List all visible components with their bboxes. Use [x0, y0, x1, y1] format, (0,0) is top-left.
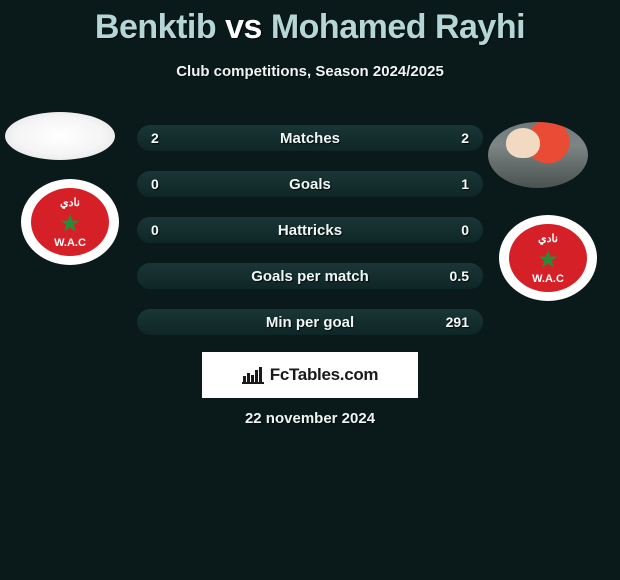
player2-club-badge: نادي W.A.C — [498, 214, 598, 302]
svg-text:W.A.C: W.A.C — [532, 273, 564, 285]
comparison-title: Benktib vs Mohamed Rayhi — [0, 0, 620, 47]
subtitle: Club competitions, Season 2024/2025 — [0, 63, 620, 80]
table-row: 0 Goals 1 — [137, 171, 483, 197]
watermark-brand: FcTables.com — [270, 365, 379, 385]
stat-right-value: 291 — [446, 314, 469, 330]
stat-label: Matches — [137, 130, 483, 147]
stat-right-value: 2 — [461, 130, 469, 146]
stat-right-value: 1 — [461, 176, 469, 192]
comparison-table: 2 Matches 2 0 Goals 1 0 Hattricks 0 Goal… — [137, 125, 483, 355]
stat-label: Goals per match — [137, 268, 483, 285]
player1-club-badge: نادي W.A.C — [20, 178, 120, 266]
player2-name: Mohamed Rayhi — [271, 8, 525, 46]
table-row: Goals per match 0.5 — [137, 263, 483, 289]
bar-chart-icon — [242, 366, 264, 384]
player2-avatar — [488, 122, 588, 188]
table-row: Min per goal 291 — [137, 309, 483, 335]
stat-left-value: 2 — [151, 130, 159, 146]
player1-name: Benktib — [95, 8, 216, 46]
svg-text:نادي: نادي — [60, 197, 80, 210]
date-label: 22 november 2024 — [0, 410, 620, 427]
club-badge-icon: نادي W.A.C — [498, 214, 598, 302]
club-badge-icon: نادي W.A.C — [20, 178, 120, 266]
stat-left-value: 0 — [151, 222, 159, 238]
stat-label: Hattricks — [137, 222, 483, 239]
stat-label: Goals — [137, 176, 483, 193]
svg-text:W.A.C: W.A.C — [54, 237, 86, 249]
stat-label: Min per goal — [137, 314, 483, 331]
stat-right-value: 0.5 — [450, 268, 469, 284]
stat-right-value: 0 — [461, 222, 469, 238]
player1-avatar — [5, 112, 115, 160]
svg-text:نادي: نادي — [538, 233, 558, 246]
table-row: 0 Hattricks 0 — [137, 217, 483, 243]
stat-left-value: 0 — [151, 176, 159, 192]
watermark: FcTables.com — [202, 352, 418, 398]
vs-separator: vs — [225, 8, 262, 46]
table-row: 2 Matches 2 — [137, 125, 483, 151]
